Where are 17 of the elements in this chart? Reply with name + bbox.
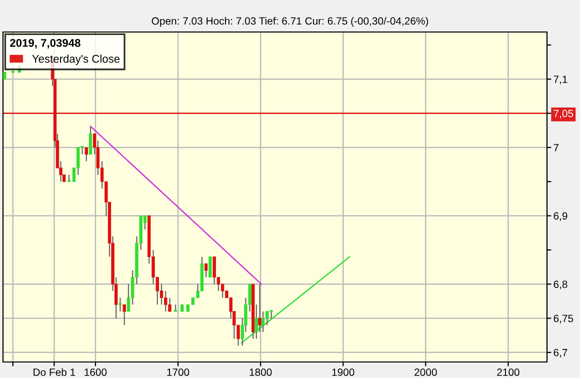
legend-label: Yesterday's Close [32, 54, 120, 65]
chart-subtitle: Open: 7.03 Hoch: 7.03 Tief: 6.71 Cur: 6.75 (-00,30/-04,26%) [152, 17, 428, 27]
x-tick-label: 1800 [250, 368, 272, 376]
x-tick-label: 1600 [84, 368, 107, 376]
y-tick-label: 6,8 [554, 280, 568, 290]
x-tick-label: 2000 [414, 368, 437, 376]
y-tick-label: 6,7 [554, 348, 568, 358]
legend-title: 2019, 7,03948 [10, 38, 80, 48]
x-tick-label: Do Feb 1 [34, 368, 76, 376]
y-tick-label: 7,05 [554, 110, 574, 118]
y-tick-label: 7,1 [554, 76, 568, 84]
x-tick-label: 2100 [497, 368, 520, 376]
y-tick-label: 6,9 [554, 212, 568, 221]
x-tick-label: 1900 [332, 368, 354, 376]
y-tick-label: 6,75 [554, 314, 574, 324]
y-tick-label: 7 [554, 144, 559, 152]
x-tick-label: 1700 [167, 368, 190, 376]
